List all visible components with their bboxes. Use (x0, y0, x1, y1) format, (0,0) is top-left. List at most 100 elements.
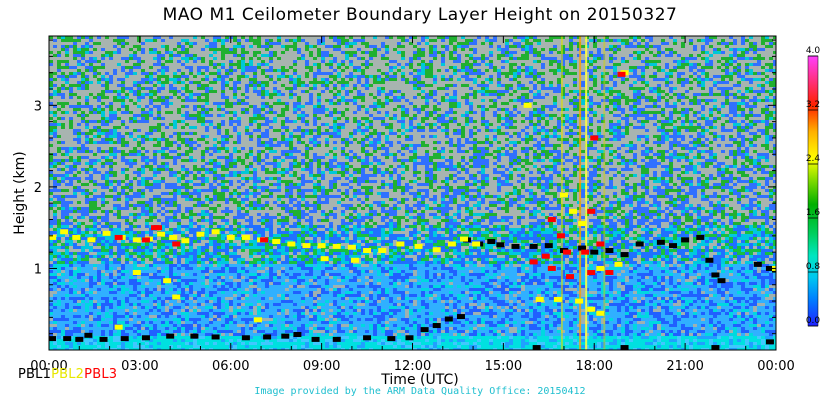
pbl2-point (378, 248, 386, 253)
pbl2-point (363, 248, 371, 253)
pbl1-point (496, 242, 504, 247)
colorbar-tick-label: 4.0 (806, 46, 821, 56)
legend-pbl1: PBL1 (18, 367, 51, 382)
pbl2-point (163, 278, 171, 283)
pbl1-point (421, 327, 429, 332)
pbl2-point (575, 299, 583, 304)
pbl3-point (581, 250, 589, 255)
pbl2-point (302, 243, 310, 248)
pbl2-point (448, 241, 456, 246)
chart: 00:00 03:00 06:00 09:00 12:00 15:00 18:00 21:00… (0, 0, 840, 400)
pbl2-point (242, 235, 250, 240)
pbl2-point (72, 235, 80, 240)
pbl3-point (115, 235, 123, 240)
y-axis-label: Height (km) (12, 151, 28, 234)
x-tick-label: 03:00 (121, 359, 158, 374)
pbl2-point (587, 307, 595, 312)
y-tick-label: 2 (34, 181, 42, 196)
pbl1-point (75, 337, 83, 342)
pbl2-point (333, 244, 341, 249)
pbl1-point (457, 314, 465, 319)
pbl2-point (272, 239, 280, 244)
y-tick-label: 1 (34, 262, 42, 277)
pbl1-point (754, 262, 762, 267)
colorbar-tick-label: 2.4 (806, 154, 821, 164)
pbl3-point (154, 225, 162, 230)
pbl2-point (524, 103, 532, 108)
pbl1-point (387, 336, 395, 341)
pbl1-point (142, 335, 150, 340)
pbl3-point (260, 237, 268, 242)
pbl2-point (460, 237, 468, 242)
pbl2-point (321, 256, 329, 261)
legend-pbl3: PBL3 (84, 367, 117, 382)
pbl2-point (196, 232, 204, 237)
pbl2-point (351, 258, 359, 263)
pbl1-point (717, 278, 725, 283)
pbl3-point (142, 237, 150, 242)
pbl1-point (445, 317, 453, 322)
pbl2-point (318, 243, 326, 248)
pbl1-point (293, 332, 301, 337)
pbl1-point (242, 335, 250, 340)
pbl3-point (548, 266, 556, 271)
y-tick-label: 3 (34, 99, 42, 114)
pbl2-point (157, 232, 165, 237)
pbl2-point (433, 247, 441, 252)
legend: PBL1PBL2PBL3 (18, 367, 117, 382)
pbl3-point (590, 135, 598, 140)
x-tick-label: 00:00 (757, 359, 794, 374)
pbl3-point (596, 241, 604, 246)
pbl1-point (212, 334, 220, 339)
pbl2-point (103, 231, 111, 236)
pbl2-point (169, 235, 177, 240)
colorbar-tick-label: 1.6 (806, 208, 821, 218)
pbl2-point (172, 294, 180, 299)
pbl2-point (133, 237, 141, 242)
pbl1-point (766, 339, 774, 344)
pbl1-point (433, 323, 441, 328)
pbl2-point (560, 193, 568, 198)
pbl2-point (569, 209, 577, 214)
pbl1-point (530, 244, 538, 249)
legend-pbl2: PBL2 (51, 367, 84, 382)
pbl3-point (566, 274, 574, 279)
pbl3-point (172, 241, 180, 246)
pbl3-point (530, 259, 538, 264)
pbl2-point (415, 244, 423, 249)
colorbar-tick-label: 0.0 (806, 316, 821, 326)
pbl3-point (548, 217, 556, 222)
pbl1-point (705, 258, 713, 263)
pbl1-point (487, 239, 495, 244)
colorbar-tick-label: 3.2 (806, 100, 820, 110)
pbl1-point (312, 337, 320, 342)
pbl1-point (333, 337, 341, 342)
pbl1-point (100, 337, 108, 342)
pbl3-point (587, 270, 595, 275)
pbl3-point (618, 72, 626, 77)
pbl1-point (63, 336, 71, 341)
pbl2-point (536, 297, 544, 302)
pbl1-point (681, 237, 689, 242)
pbl2-point (554, 297, 562, 302)
pbl1-point (263, 334, 271, 339)
pbl1-point (636, 241, 644, 246)
pbl2-point (348, 245, 356, 250)
colorbar (808, 56, 818, 326)
pbl3-point (587, 209, 595, 214)
pbl2-point (287, 241, 295, 246)
pbl2-point (596, 311, 604, 316)
pbl2-point (596, 266, 604, 271)
pbl2-point (87, 237, 95, 242)
pbl1-point (669, 243, 677, 248)
pbl2-point (60, 229, 68, 234)
pbl3-point (563, 250, 571, 255)
pbl2-point (396, 241, 404, 246)
colorbar-tick-label: 0.8 (806, 262, 821, 272)
pbl3-point (557, 233, 565, 238)
pbl2-point (254, 317, 262, 322)
pbl1-point (590, 250, 598, 255)
pbl1-point (711, 272, 719, 277)
pbl1-point (621, 252, 629, 257)
image-credit: Image provided by the ARM Data Quality O… (0, 386, 840, 397)
